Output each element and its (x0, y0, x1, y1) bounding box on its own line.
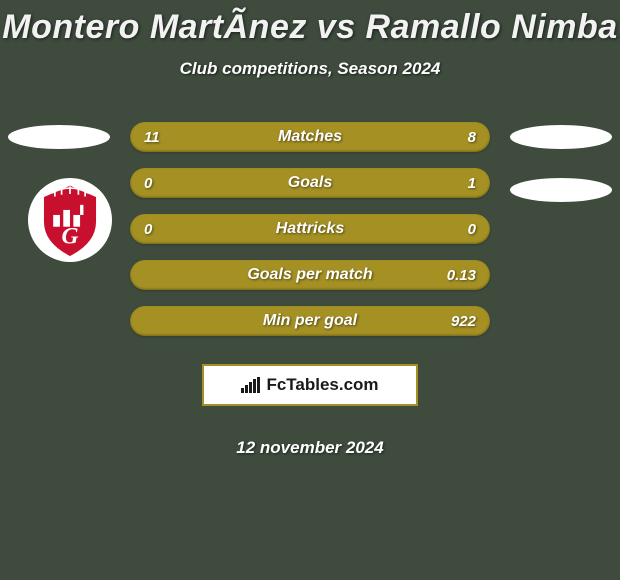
comparison-card: Montero MartÃ­nez vs Ramallo Nimba Club … (0, 0, 620, 580)
date: 12 november 2024 (0, 438, 620, 458)
stat-right-value: 8 (468, 129, 476, 146)
chart-icon (241, 377, 260, 393)
stat-rows: 11 Matches 8 0 Goals 1 0 Hattricks 0 Goals per ma… (130, 122, 490, 352)
stat-label: Goals (288, 174, 332, 192)
stat-row: 11 Matches 8 (130, 122, 490, 152)
fctables-logo[interactable]: FcTables.com (202, 364, 418, 406)
player-right-ellipse-1 (510, 125, 612, 149)
stat-label: Min per goal (263, 312, 357, 330)
stat-right-value: 0 (468, 221, 476, 238)
team-badge-icon: G (28, 178, 112, 262)
subtitle: Club competitions, Season 2024 (0, 59, 620, 79)
team-badge: G (28, 178, 112, 262)
stat-right-value: 0.13 (447, 267, 476, 284)
stat-label: Hattricks (276, 220, 344, 238)
stat-row: 0 Hattricks 0 (130, 214, 490, 244)
stat-label: Goals per match (247, 266, 372, 284)
stat-left-value: 0 (144, 221, 152, 238)
stat-right-value: 1 (468, 175, 476, 192)
logo-text: FcTables.com (266, 375, 378, 395)
svg-text:G: G (62, 224, 79, 250)
stat-row: 0 Goals 1 (130, 168, 490, 198)
page-title: Montero MartÃ­nez vs Ramallo Nimba (0, 0, 620, 47)
stat-label: Matches (278, 128, 342, 146)
player-left-ellipse (8, 125, 110, 149)
stat-left-value: 0 (144, 175, 152, 192)
stat-right-value: 922 (451, 313, 476, 330)
player-right-ellipse-2 (510, 178, 612, 202)
stat-left-value: 11 (144, 129, 160, 146)
stat-row: Goals per match 0.13 (130, 260, 490, 290)
stat-row: Min per goal 922 (130, 306, 490, 336)
